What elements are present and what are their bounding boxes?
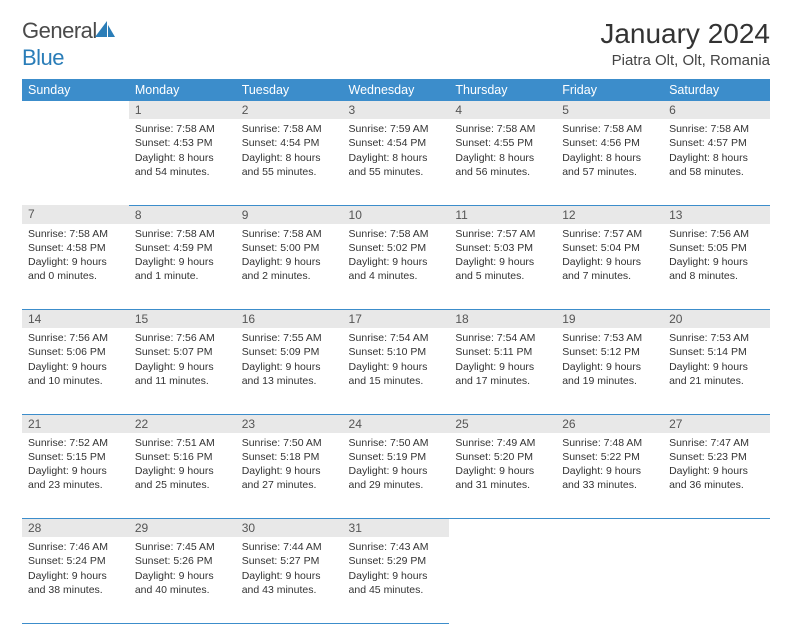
day-number: 17: [343, 310, 450, 329]
day-number: 30: [236, 519, 343, 538]
logo-text-2: Blue: [22, 45, 64, 70]
day-cell: Sunrise: 7:48 AMSunset: 5:22 PMDaylight:…: [556, 433, 663, 519]
day-cell: Sunrise: 7:56 AMSunset: 5:07 PMDaylight:…: [129, 328, 236, 414]
content-row: Sunrise: 7:56 AMSunset: 5:06 PMDaylight:…: [22, 328, 770, 414]
day-cell: Sunrise: 7:57 AMSunset: 5:03 PMDaylight:…: [449, 224, 556, 310]
day-number: 24: [343, 414, 450, 433]
day-cell: Sunrise: 7:56 AMSunset: 5:06 PMDaylight:…: [22, 328, 129, 414]
day-cell: Sunrise: 7:43 AMSunset: 5:29 PMDaylight:…: [343, 537, 450, 623]
daynum-row: 78910111213: [22, 205, 770, 224]
day-cell: Sunrise: 7:55 AMSunset: 5:09 PMDaylight:…: [236, 328, 343, 414]
title-block: January 2024 Piatra Olt, Olt, Romania: [600, 18, 770, 69]
day-header: Thursday: [449, 79, 556, 101]
daynum-row: 21222324252627: [22, 414, 770, 433]
day-cell: Sunrise: 7:53 AMSunset: 5:14 PMDaylight:…: [663, 328, 770, 414]
day-header: Sunday: [22, 79, 129, 101]
day-number: 27: [663, 414, 770, 433]
day-number: [22, 101, 129, 119]
day-header-row: Sunday Monday Tuesday Wednesday Thursday…: [22, 79, 770, 101]
logo-text: GeneralBlue: [22, 18, 117, 71]
day-number: 26: [556, 414, 663, 433]
logo: GeneralBlue: [22, 18, 117, 71]
day-header: Monday: [129, 79, 236, 101]
content-row: Sunrise: 7:46 AMSunset: 5:24 PMDaylight:…: [22, 537, 770, 623]
day-cell: Sunrise: 7:58 AMSunset: 4:54 PMDaylight:…: [236, 119, 343, 205]
day-number: 9: [236, 205, 343, 224]
day-number: 12: [556, 205, 663, 224]
day-cell: [663, 537, 770, 623]
day-header: Wednesday: [343, 79, 450, 101]
day-cell: Sunrise: 7:44 AMSunset: 5:27 PMDaylight:…: [236, 537, 343, 623]
day-number: 25: [449, 414, 556, 433]
day-number: [449, 519, 556, 538]
daynum-row: 14151617181920: [22, 310, 770, 329]
day-cell: Sunrise: 7:58 AMSunset: 4:57 PMDaylight:…: [663, 119, 770, 205]
day-cell: Sunrise: 7:58 AMSunset: 4:58 PMDaylight:…: [22, 224, 129, 310]
logo-sail-icon: [95, 19, 117, 45]
day-cell: [22, 119, 129, 205]
day-number: 10: [343, 205, 450, 224]
day-number: 2: [236, 101, 343, 119]
content-row: Sunrise: 7:58 AMSunset: 4:53 PMDaylight:…: [22, 119, 770, 205]
header: GeneralBlue January 2024 Piatra Olt, Olt…: [22, 18, 770, 71]
day-cell: Sunrise: 7:56 AMSunset: 5:05 PMDaylight:…: [663, 224, 770, 310]
day-number: 14: [22, 310, 129, 329]
day-number: 16: [236, 310, 343, 329]
day-cell: [556, 537, 663, 623]
day-number: [556, 519, 663, 538]
content-row: Sunrise: 7:52 AMSunset: 5:15 PMDaylight:…: [22, 433, 770, 519]
day-number: 5: [556, 101, 663, 119]
day-number: 4: [449, 101, 556, 119]
day-number: 1: [129, 101, 236, 119]
day-cell: Sunrise: 7:54 AMSunset: 5:11 PMDaylight:…: [449, 328, 556, 414]
content-row: Sunrise: 7:58 AMSunset: 4:58 PMDaylight:…: [22, 224, 770, 310]
day-number: 23: [236, 414, 343, 433]
day-number: 21: [22, 414, 129, 433]
day-header: Tuesday: [236, 79, 343, 101]
day-cell: Sunrise: 7:58 AMSunset: 4:55 PMDaylight:…: [449, 119, 556, 205]
daynum-row: 28293031: [22, 519, 770, 538]
day-cell: Sunrise: 7:52 AMSunset: 5:15 PMDaylight:…: [22, 433, 129, 519]
day-cell: Sunrise: 7:58 AMSunset: 5:02 PMDaylight:…: [343, 224, 450, 310]
day-cell: Sunrise: 7:59 AMSunset: 4:54 PMDaylight:…: [343, 119, 450, 205]
day-header: Friday: [556, 79, 663, 101]
page-title: January 2024: [600, 18, 770, 50]
day-cell: Sunrise: 7:49 AMSunset: 5:20 PMDaylight:…: [449, 433, 556, 519]
day-cell: Sunrise: 7:46 AMSunset: 5:24 PMDaylight:…: [22, 537, 129, 623]
day-number: 18: [449, 310, 556, 329]
day-number: 29: [129, 519, 236, 538]
day-cell: Sunrise: 7:50 AMSunset: 5:18 PMDaylight:…: [236, 433, 343, 519]
day-number: 20: [663, 310, 770, 329]
day-cell: Sunrise: 7:58 AMSunset: 4:53 PMDaylight:…: [129, 119, 236, 205]
day-number: [663, 519, 770, 538]
day-cell: Sunrise: 7:57 AMSunset: 5:04 PMDaylight:…: [556, 224, 663, 310]
day-number: 19: [556, 310, 663, 329]
day-cell: Sunrise: 7:47 AMSunset: 5:23 PMDaylight:…: [663, 433, 770, 519]
day-number: 8: [129, 205, 236, 224]
day-number: 13: [663, 205, 770, 224]
day-number: 6: [663, 101, 770, 119]
day-cell: Sunrise: 7:54 AMSunset: 5:10 PMDaylight:…: [343, 328, 450, 414]
day-cell: Sunrise: 7:51 AMSunset: 5:16 PMDaylight:…: [129, 433, 236, 519]
day-number: 28: [22, 519, 129, 538]
daynum-row: 123456: [22, 101, 770, 119]
day-number: 31: [343, 519, 450, 538]
day-cell: Sunrise: 7:53 AMSunset: 5:12 PMDaylight:…: [556, 328, 663, 414]
logo-text-1: General: [22, 18, 97, 43]
day-header: Saturday: [663, 79, 770, 101]
location: Piatra Olt, Olt, Romania: [600, 52, 770, 69]
day-cell: Sunrise: 7:58 AMSunset: 5:00 PMDaylight:…: [236, 224, 343, 310]
day-cell: [449, 537, 556, 623]
day-cell: Sunrise: 7:50 AMSunset: 5:19 PMDaylight:…: [343, 433, 450, 519]
day-number: 11: [449, 205, 556, 224]
day-number: 7: [22, 205, 129, 224]
calendar-table: Sunday Monday Tuesday Wednesday Thursday…: [22, 79, 770, 624]
day-cell: Sunrise: 7:58 AMSunset: 4:56 PMDaylight:…: [556, 119, 663, 205]
day-cell: Sunrise: 7:58 AMSunset: 4:59 PMDaylight:…: [129, 224, 236, 310]
day-number: 15: [129, 310, 236, 329]
day-number: 22: [129, 414, 236, 433]
day-cell: Sunrise: 7:45 AMSunset: 5:26 PMDaylight:…: [129, 537, 236, 623]
day-number: 3: [343, 101, 450, 119]
